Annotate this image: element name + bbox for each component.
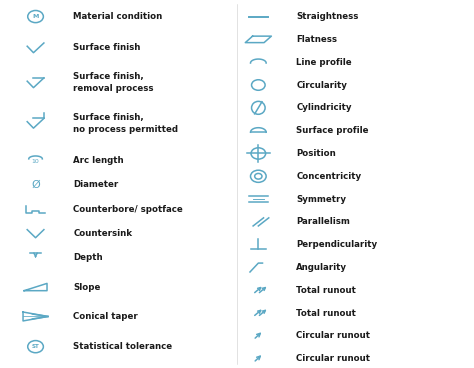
Text: Conical taper: Conical taper [73, 312, 138, 321]
Text: Countersink: Countersink [73, 229, 133, 238]
Text: Angularity: Angularity [296, 263, 347, 272]
Text: Statistical tolerance: Statistical tolerance [73, 342, 173, 351]
Text: Circular runout: Circular runout [296, 332, 370, 340]
Text: Line profile: Line profile [296, 58, 352, 67]
Text: Ø: Ø [31, 180, 40, 190]
Text: Cylindricity: Cylindricity [296, 103, 352, 112]
Text: Concentricity: Concentricity [296, 172, 361, 181]
Text: Perpendicularity: Perpendicularity [296, 240, 377, 249]
Text: Circularity: Circularity [296, 81, 347, 89]
Text: Total runout: Total runout [296, 286, 356, 295]
Text: Total runout: Total runout [296, 309, 356, 318]
Text: Surface finish: Surface finish [73, 43, 141, 52]
Text: 10: 10 [32, 159, 39, 164]
Text: Slope: Slope [73, 283, 101, 291]
Text: Arc length: Arc length [73, 156, 124, 164]
Text: Material condition: Material condition [73, 12, 163, 21]
Text: Surface profile: Surface profile [296, 126, 369, 135]
Text: Circular runout: Circular runout [296, 354, 370, 363]
Text: Surface finish,
no process permitted: Surface finish, no process permitted [73, 113, 179, 134]
Text: Counterbore/ spotface: Counterbore/ spotface [73, 205, 183, 214]
Text: Position: Position [296, 149, 336, 158]
Text: M: M [32, 14, 39, 19]
Text: ST: ST [32, 344, 39, 349]
Text: Symmetry: Symmetry [296, 195, 346, 204]
Text: Diameter: Diameter [73, 180, 118, 189]
Text: Parallelism: Parallelism [296, 217, 350, 226]
Text: Flatness: Flatness [296, 35, 337, 44]
Text: Surface finish,
removal process: Surface finish, removal process [73, 72, 154, 93]
Text: Straightness: Straightness [296, 12, 359, 21]
Text: Depth: Depth [73, 253, 103, 262]
